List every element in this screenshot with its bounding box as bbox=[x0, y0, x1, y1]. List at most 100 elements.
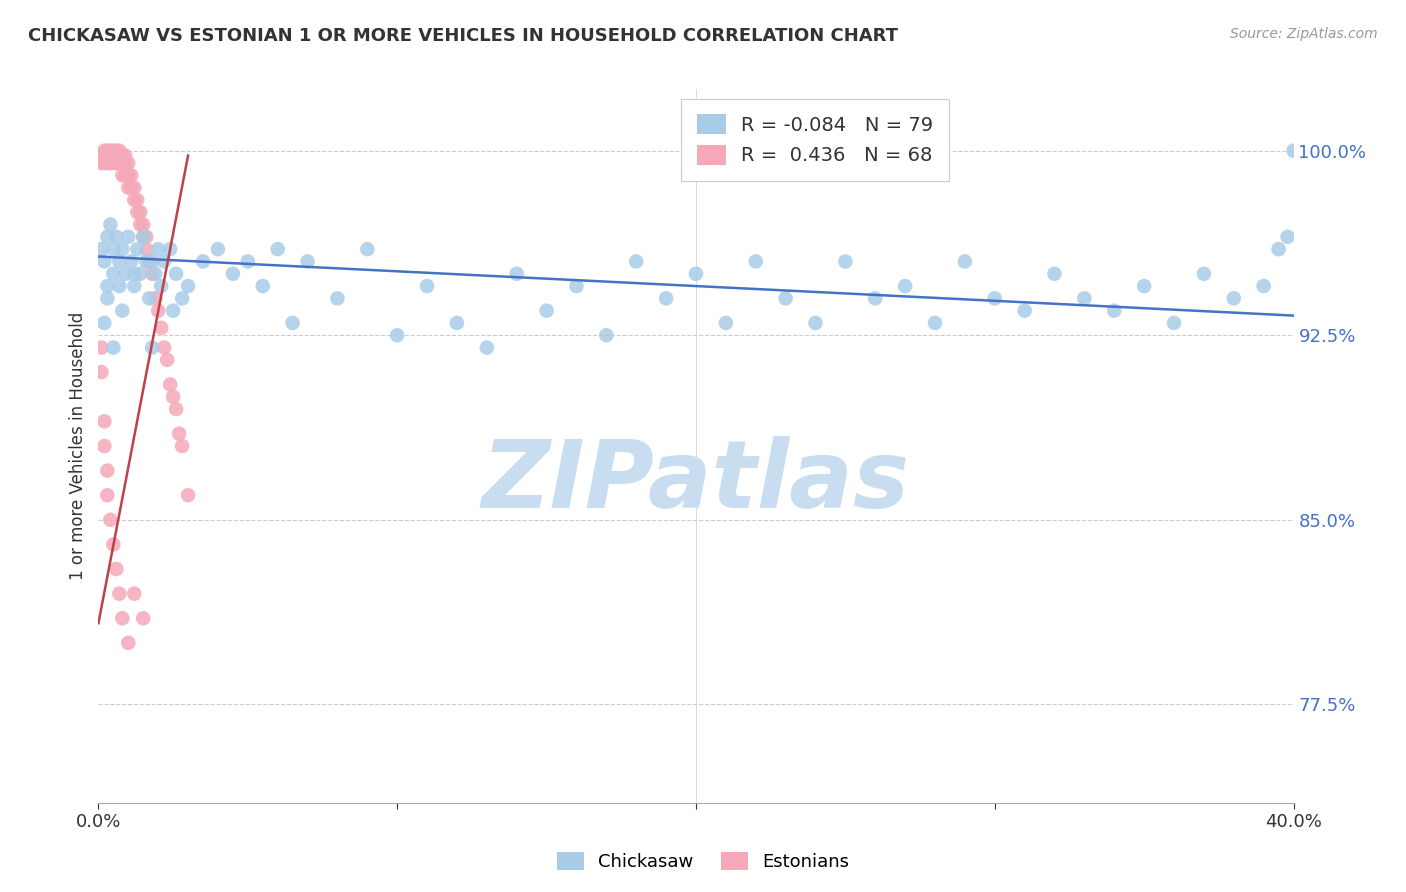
Point bbox=[114, 267, 136, 281]
Point bbox=[124, 180, 146, 194]
Point bbox=[90, 341, 112, 355]
Point bbox=[138, 254, 160, 268]
Point bbox=[129, 205, 152, 219]
Point bbox=[93, 316, 115, 330]
Point bbox=[111, 303, 134, 318]
Point bbox=[108, 254, 131, 268]
Point bbox=[98, 156, 122, 170]
Point bbox=[117, 169, 139, 183]
Point bbox=[1163, 316, 1185, 330]
Legend: Chickasaw, Estonians: Chickasaw, Estonians bbox=[550, 845, 856, 879]
Point bbox=[98, 513, 122, 527]
Point bbox=[191, 254, 214, 268]
Point bbox=[129, 267, 152, 281]
Point bbox=[93, 254, 115, 268]
Point bbox=[98, 148, 122, 162]
Point bbox=[127, 193, 149, 207]
Point bbox=[1267, 242, 1289, 256]
Point bbox=[98, 144, 122, 158]
Point bbox=[252, 279, 274, 293]
Legend: R = -0.084   N = 79, R =  0.436   N = 68: R = -0.084 N = 79, R = 0.436 N = 68 bbox=[682, 99, 949, 181]
Point bbox=[93, 439, 115, 453]
Point bbox=[93, 414, 115, 428]
Point bbox=[172, 439, 194, 453]
Point bbox=[127, 205, 149, 219]
Point bbox=[114, 169, 136, 183]
Point bbox=[172, 291, 194, 305]
Point bbox=[90, 242, 112, 256]
Point bbox=[124, 279, 146, 293]
Point bbox=[96, 156, 118, 170]
Point bbox=[150, 321, 173, 335]
Point bbox=[108, 156, 131, 170]
Point bbox=[90, 156, 112, 170]
Point bbox=[96, 291, 118, 305]
Point bbox=[159, 242, 181, 256]
Point bbox=[267, 242, 290, 256]
Point bbox=[1192, 267, 1215, 281]
Point bbox=[297, 254, 319, 268]
Point bbox=[90, 365, 112, 379]
Point bbox=[96, 148, 118, 162]
Point bbox=[446, 316, 468, 330]
Point bbox=[93, 156, 115, 170]
Point bbox=[162, 303, 184, 318]
Point bbox=[165, 267, 187, 281]
Point bbox=[983, 291, 1005, 305]
Point bbox=[111, 242, 134, 256]
Point bbox=[1133, 279, 1156, 293]
Point bbox=[132, 611, 155, 625]
Point bbox=[114, 148, 136, 162]
Point bbox=[135, 230, 157, 244]
Point bbox=[281, 316, 304, 330]
Point bbox=[745, 254, 768, 268]
Point bbox=[953, 254, 976, 268]
Point bbox=[135, 254, 157, 268]
Point bbox=[924, 316, 946, 330]
Point bbox=[1043, 267, 1066, 281]
Point bbox=[108, 279, 131, 293]
Point bbox=[105, 148, 128, 162]
Text: Source: ZipAtlas.com: Source: ZipAtlas.com bbox=[1230, 27, 1378, 41]
Point bbox=[132, 230, 155, 244]
Point bbox=[117, 230, 139, 244]
Point bbox=[148, 303, 170, 318]
Point bbox=[148, 242, 170, 256]
Point bbox=[177, 488, 200, 502]
Point bbox=[565, 279, 588, 293]
Point bbox=[105, 230, 128, 244]
Point bbox=[153, 254, 176, 268]
Point bbox=[222, 267, 245, 281]
Point bbox=[111, 148, 134, 162]
Point bbox=[108, 144, 131, 158]
Text: ZIPatlas: ZIPatlas bbox=[482, 435, 910, 528]
Point bbox=[207, 242, 229, 256]
Point bbox=[93, 148, 115, 162]
Point bbox=[1223, 291, 1246, 305]
Point bbox=[1277, 230, 1299, 244]
Point bbox=[111, 169, 134, 183]
Point bbox=[132, 218, 155, 232]
Point bbox=[117, 156, 139, 170]
Point bbox=[96, 230, 118, 244]
Point bbox=[96, 144, 118, 158]
Point bbox=[124, 587, 146, 601]
Point bbox=[141, 267, 163, 281]
Point bbox=[103, 267, 125, 281]
Point bbox=[177, 279, 200, 293]
Point bbox=[624, 254, 647, 268]
Point bbox=[1253, 279, 1275, 293]
Point bbox=[111, 156, 134, 170]
Point bbox=[120, 169, 142, 183]
Point bbox=[506, 267, 529, 281]
Point bbox=[1014, 303, 1036, 318]
Point bbox=[356, 242, 378, 256]
Point bbox=[536, 303, 558, 318]
Point bbox=[150, 279, 173, 293]
Point bbox=[1073, 291, 1095, 305]
Point bbox=[655, 291, 678, 305]
Point bbox=[93, 144, 115, 158]
Point bbox=[96, 488, 118, 502]
Point bbox=[132, 230, 155, 244]
Point bbox=[108, 148, 131, 162]
